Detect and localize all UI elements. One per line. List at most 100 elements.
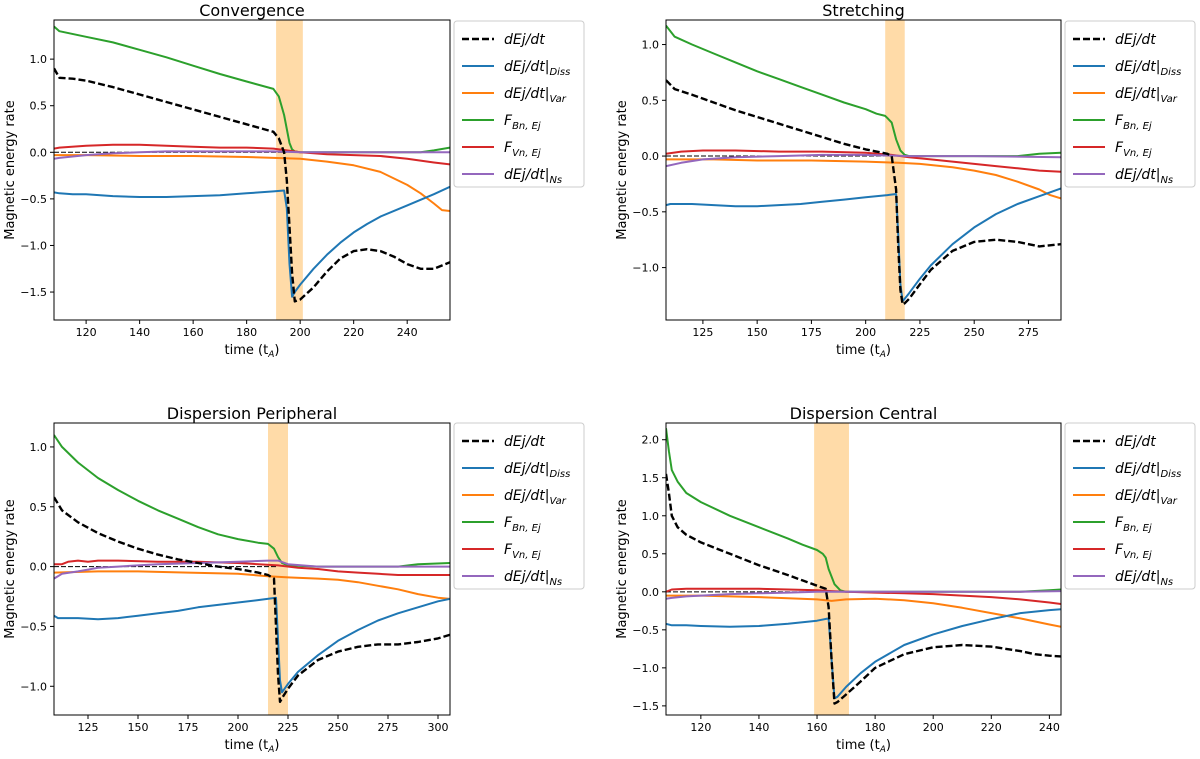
legend-box: [453, 422, 585, 590]
x-tick-label: 200: [290, 326, 311, 339]
y-tick-label: −0.5: [20, 193, 47, 206]
chart-panel-2: 125 150 175 200 225 250 275 −1.0 −0.5 0.0 0.5 1.0 St…: [615, 1, 1196, 360]
legend-label-total: dEj/dt: [504, 32, 545, 48]
chart-title: Stretching: [822, 1, 904, 20]
y-tick-label: 0.5: [642, 548, 660, 561]
x-tick-label: 225: [909, 326, 930, 339]
series-line-total: [54, 496, 450, 703]
series-line-ns: [54, 150, 450, 160]
chart-panel-3: 125 150 175 200 225 250 275 300 −1.0 −0.5 0.0 0.5 1.…: [3, 404, 585, 755]
series-line-fbn: [54, 434, 450, 568]
series-line-total: [54, 67, 450, 303]
y-tick-label: 1.5: [642, 472, 660, 485]
x-tick-label: 140: [748, 721, 769, 734]
legend-label-var: dEj/dt|Var: [504, 86, 567, 105]
y-axis-label: Magnetic energy rate: [3, 100, 18, 240]
series-line-fvn: [54, 559, 450, 576]
legend-label-fvn: FVn, Ej: [504, 140, 541, 159]
y-tick-label: −1.0: [20, 239, 47, 252]
legend-label-fvn: FVn, Ej: [1115, 140, 1152, 159]
legend: dEj/dt dEj/dt|Diss dEj/dt|Var FBn, Ej FVn, E…: [1064, 20, 1196, 188]
legend-label-ns: dEj/dt|Ns: [504, 167, 562, 186]
y-tick-label: −0.5: [632, 206, 659, 219]
axes-frame: [665, 422, 1062, 716]
legend-label-ns: dEj/dt|Ns: [504, 569, 562, 588]
series-line-diss: [666, 608, 1061, 700]
x-axis-label: time (tA): [836, 738, 891, 755]
x-tick-label: 120: [76, 326, 97, 339]
x-tick-label: 240: [1039, 721, 1060, 734]
series-line-total: [666, 79, 1061, 306]
y-axis-label: Magnetic energy rate: [615, 100, 630, 240]
x-tick-label: 125: [692, 326, 713, 339]
x-tick-label: 180: [236, 326, 257, 339]
legend-box: [1064, 20, 1196, 188]
y-tick-label: −1.0: [632, 262, 659, 275]
axes-frame: [53, 19, 451, 321]
series-line-var: [666, 158, 1061, 200]
y-tick-label: 2.0: [642, 434, 660, 447]
legend-label-fbn: FBn, Ej: [504, 515, 541, 534]
legend-label-fbn: FBn, Ej: [1115, 113, 1152, 132]
legend: dEj/dt dEj/dt|Diss dEj/dt|Var FBn, Ej FVn, E…: [453, 422, 585, 590]
series-line-ns: [666, 153, 1061, 168]
x-tick-label: 275: [1018, 326, 1039, 339]
x-tick-label: 200: [228, 721, 249, 734]
legend-label-var: dEj/dt|Var: [1115, 86, 1178, 105]
y-axis-label: Magnetic energy rate: [615, 499, 630, 639]
series-line-diss: [54, 185, 450, 298]
y-tick-label: −1.0: [20, 680, 47, 693]
series-line-var: [666, 594, 1061, 628]
x-tick-label: 175: [801, 326, 822, 339]
series-line-ns: [666, 590, 1061, 600]
series-line-diss: [666, 187, 1061, 302]
legend-label-total: dEj/dt: [1115, 32, 1156, 48]
legend: dEj/dt dEj/dt|Diss dEj/dt|Var FBn, Ej FVn, E…: [453, 20, 585, 188]
legend-label-total: dEj/dt: [504, 434, 545, 450]
legend-label-diss: dEj/dt|Diss: [504, 461, 570, 480]
y-tick-label: 1.0: [642, 39, 660, 52]
legend-label-diss: dEj/dt|Diss: [504, 59, 570, 78]
legend-label-fbn: FBn, Ej: [504, 113, 541, 132]
legend-label-total: dEj/dt: [1115, 434, 1156, 450]
y-tick-label: 1.0: [30, 53, 48, 66]
series-line-total: [666, 473, 1061, 705]
legend-label-diss: dEj/dt|Diss: [1115, 59, 1181, 78]
x-axis-label: time (tA): [225, 343, 280, 360]
series-line-fvn: [54, 143, 450, 166]
x-tick-label: 220: [981, 721, 1002, 734]
x-tick-label: 120: [690, 721, 711, 734]
y-axis-label: Magnetic energy rate: [3, 499, 18, 639]
x-tick-label: 225: [278, 721, 299, 734]
x-axis-label: time (tA): [225, 738, 280, 755]
chart-title: Convergence: [199, 1, 305, 20]
series-line-fbn: [54, 25, 450, 154]
x-tick-label: 140: [129, 326, 150, 339]
legend: dEj/dt dEj/dt|Diss dEj/dt|Var FBn, Ej FVn, E…: [1064, 422, 1196, 590]
y-tick-label: 1.0: [30, 441, 48, 454]
x-tick-label: 150: [747, 326, 768, 339]
x-tick-label: 125: [78, 721, 99, 734]
legend-label-var: dEj/dt|Var: [1115, 488, 1178, 507]
y-tick-label: −1.0: [632, 662, 659, 675]
legend-label-fvn: FVn, Ej: [504, 542, 541, 561]
legend-label-fvn: FVn, Ej: [1115, 542, 1152, 561]
y-tick-label: 1.0: [642, 510, 660, 523]
x-tick-label: 275: [378, 721, 399, 734]
y-tick-label: 0.5: [30, 100, 48, 113]
y-tick-label: 0.0: [30, 146, 48, 159]
legend-label-ns: dEj/dt|Ns: [1115, 167, 1173, 186]
series-line-diss: [54, 596, 450, 694]
series-line-fbn: [666, 428, 1061, 593]
axes-frame: [665, 19, 1062, 321]
chart-title: Dispersion Central: [790, 404, 938, 423]
legend-label-ns: dEj/dt|Ns: [1115, 569, 1173, 588]
y-tick-label: 0.0: [30, 561, 48, 574]
x-tick-label: 160: [183, 326, 204, 339]
series-line-fbn: [666, 24, 1061, 158]
legend-label-fbn: FBn, Ej: [1115, 515, 1152, 534]
x-tick-label: 240: [397, 326, 418, 339]
series-line-var: [54, 570, 450, 600]
chart-panel-4: 120 140 160 180 200 220 240 −1.5 −1.0 −0.5 0.0 0.5 1…: [615, 404, 1196, 755]
